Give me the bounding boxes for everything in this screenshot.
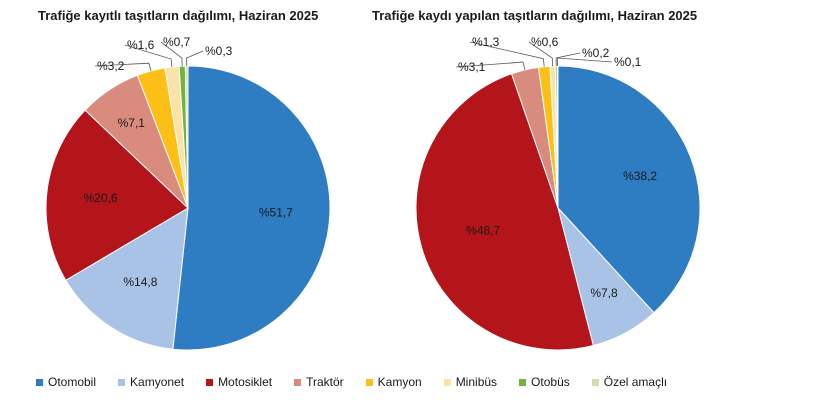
slice-label-motosiklet: %48,7 xyxy=(466,224,500,238)
legend-item-kamyon: Kamyon xyxy=(365,375,422,389)
leader-line-kamyon xyxy=(469,41,545,67)
slice-label-kamyon: %1,3 xyxy=(472,35,500,49)
slice-label-ozel-amacli: %0,1 xyxy=(614,55,642,69)
legend-swatch xyxy=(118,378,126,386)
slice-label-kamyon: %3,2 xyxy=(97,59,125,73)
pie-slice-otomobil xyxy=(557,65,701,314)
legend-item-motosiklet: Motosiklet xyxy=(206,375,272,389)
slice-label-ozel-amacli: %0,3 xyxy=(205,44,233,58)
legend-label: Özel amaçlı xyxy=(603,375,668,389)
legend-swatch xyxy=(294,378,302,386)
legend-swatch xyxy=(519,378,527,386)
slice-label-otobus: %0,2 xyxy=(582,46,610,60)
slice-label-minibus: %1,6 xyxy=(127,38,155,52)
slice-label-otobus: %0,7 xyxy=(163,35,191,49)
pie-slice-kamyonet xyxy=(65,207,189,350)
legend-swatch xyxy=(365,378,373,386)
pie-slice-motosiklet xyxy=(45,109,189,281)
slice-label-traktor: %7,1 xyxy=(118,116,146,130)
leader-line-minibus xyxy=(124,44,173,67)
pie-chart-new-registrations: %38,2 %7,8 %48,7 %3,1 %1,3 %0,6 %0,2 %0,1 xyxy=(415,35,701,351)
legend-item-otomobil: Otomobil xyxy=(36,375,96,389)
legend-item-minibus: Minibüs xyxy=(443,375,498,389)
leader-line-ozel-amacli xyxy=(557,57,613,67)
legend-label: Kamyonet xyxy=(130,375,185,389)
legend-item-ozel-amacli: Özel amaçlı xyxy=(591,375,668,389)
legend-item-kamyonet: Kamyonet xyxy=(118,375,184,389)
slice-label-motosiklet: %20,6 xyxy=(83,191,117,205)
pie-chart-registered: %51,7 %14,8 %20,6 %7,1 %3,2%1,6 %0,7 %0,3 xyxy=(45,35,331,351)
leader-line-minibus xyxy=(528,41,553,67)
legend-swatch xyxy=(206,378,214,386)
legend: Otomobil Kamyonet Motosiklet Traktör Kamyon M… xyxy=(36,375,689,389)
pie-slice-motosiklet xyxy=(415,73,594,351)
legend-swatch xyxy=(443,378,451,386)
leader-line-traktor xyxy=(455,61,526,70)
leader-line-otobus xyxy=(555,52,581,67)
legend-label: Traktör xyxy=(306,375,344,389)
slice-label-kamyonet: %14,8 xyxy=(123,275,157,289)
slice-label-traktor: %3,1 xyxy=(458,60,486,74)
legend-label: Kamyon xyxy=(377,375,422,389)
legend-label: Otobüs xyxy=(531,375,570,389)
chart-title-registered: Trafiğe kayıtlı taşıtların dağılımı, Haz… xyxy=(38,8,319,23)
legend-label: Minibüs xyxy=(455,375,498,389)
legend-label: Otomobil xyxy=(48,375,97,389)
slice-label-otomobil: %51,7 xyxy=(259,206,293,220)
leader-line-otobus xyxy=(160,41,183,67)
slice-label-kamyonet: %7,8 xyxy=(590,286,618,300)
leader-line-ozel-amacli xyxy=(186,50,204,67)
leader-line-kamyon xyxy=(94,62,152,72)
legend-item-traktor: Traktör xyxy=(294,375,344,389)
chart-title-new-registrations: Trafiğe kaydı yapılan taşıtların dağılım… xyxy=(372,8,698,23)
pie-slice-ozel-amacli xyxy=(184,65,189,209)
legend-swatch xyxy=(591,378,599,386)
pie-charts: %51,7 %14,8 %20,6 %7,1 %3,2%1,6 %0,7 %0,3 %38,… xyxy=(45,35,701,351)
legend-item-otobus: Otobüs xyxy=(519,375,570,389)
slice-label-otomobil: %38,2 xyxy=(623,169,657,183)
legend-label: Motosiklet xyxy=(218,375,273,389)
slice-label-minibus: %0,6 xyxy=(531,35,559,49)
legend-swatch xyxy=(36,378,43,386)
pie-slice-otomobil xyxy=(172,65,331,351)
